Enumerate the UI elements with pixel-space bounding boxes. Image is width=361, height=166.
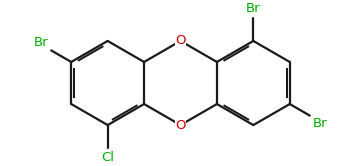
Text: Br: Br [34, 36, 49, 49]
Text: Br: Br [246, 2, 261, 15]
Text: O: O [175, 119, 186, 131]
Text: Cl: Cl [101, 151, 114, 164]
Text: Br: Br [312, 117, 327, 130]
Text: O: O [175, 35, 186, 47]
